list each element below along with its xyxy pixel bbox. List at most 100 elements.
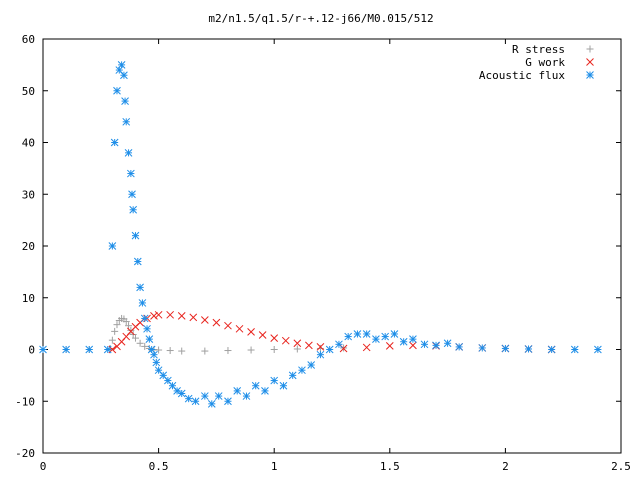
y-tick-label: 10 (22, 292, 35, 305)
legend-marker (586, 58, 594, 66)
r-stress-point (111, 327, 119, 335)
acoustic-flux-point (362, 330, 371, 338)
chart-title: m2/n1.5/q1.5/r-+.12-j66/M0.015/512 (208, 12, 433, 25)
acoustic-flux-point (214, 392, 223, 400)
acoustic-flux-point (136, 283, 144, 292)
g-work-point (293, 339, 302, 348)
acoustic-flux-point (108, 242, 117, 250)
r-stress-point (108, 336, 116, 344)
acoustic-flux-point (120, 71, 128, 80)
acoustic-flux-point (143, 324, 151, 333)
acoustic-flux-point (191, 397, 200, 406)
acoustic-flux-point (207, 399, 216, 408)
acoustic-flux-point (279, 381, 288, 390)
acoustic-flux-point (316, 350, 325, 359)
x-tick-label: 2 (502, 460, 509, 473)
g-work-point (177, 312, 186, 320)
x-tick-label: 0 (40, 460, 47, 473)
acoustic-flux-point (547, 345, 556, 354)
acoustic-flux-point (335, 340, 343, 349)
acoustic-flux-point (145, 335, 154, 344)
acoustic-flux-point (117, 61, 126, 69)
acoustic-flux-point (372, 335, 380, 344)
y-tick-label: 50 (22, 85, 35, 98)
x-tick-label: 0.5 (149, 460, 169, 473)
y-tick-label: 60 (22, 33, 35, 46)
g-work-point (281, 336, 290, 345)
acoustic-flux-point (420, 340, 429, 349)
g-work-point (235, 324, 244, 333)
acoustic-flux-point (307, 361, 316, 369)
series-acoustic-flux (39, 61, 602, 408)
y-tick-label: 0 (28, 344, 35, 357)
acoustic-flux-point (224, 397, 232, 406)
acoustic-flux-point (62, 345, 70, 354)
g-work-point (258, 331, 267, 339)
g-work-point (154, 310, 163, 319)
acoustic-flux-point (381, 332, 390, 341)
acoustic-flux-point (288, 371, 297, 380)
legend-label: Acoustic flux (479, 69, 565, 82)
r-stress-point (224, 347, 232, 355)
acoustic-flux-point (325, 345, 334, 354)
plot-frame (42, 38, 622, 454)
g-work-point (189, 313, 198, 322)
acoustic-flux-point (478, 344, 487, 352)
acoustic-flux-point (103, 345, 112, 354)
r-stress-point (270, 346, 278, 353)
acoustic-flux-point (261, 387, 269, 395)
acoustic-flux-point (39, 345, 47, 354)
r-stress-point (127, 326, 135, 334)
acoustic-flux-point (124, 148, 133, 157)
marks (39, 61, 602, 408)
legend-label: G work (525, 56, 565, 69)
acoustic-flux-point (128, 190, 136, 199)
acoustic-flux-point (131, 231, 140, 240)
g-work-point (316, 343, 325, 351)
acoustic-flux-point (233, 387, 242, 395)
acoustic-flux-point (353, 330, 362, 338)
acoustic-flux-point (455, 343, 464, 351)
acoustic-flux-point (152, 358, 161, 367)
acoustic-flux-point (138, 299, 147, 307)
acoustic-flux-point (150, 350, 158, 359)
acoustic-flux-point (127, 169, 135, 178)
acoustic-flux-point (524, 345, 533, 353)
r-stress-point (247, 346, 255, 354)
x-tick-label: 1.5 (380, 460, 400, 473)
g-work-point (200, 316, 209, 324)
acoustic-flux-point (85, 345, 94, 354)
legend-label: R stress (512, 43, 565, 56)
g-work-point (385, 342, 394, 350)
acoustic-flux-point (129, 205, 138, 214)
r-stress-point (201, 347, 209, 355)
acoustic-flux-point (443, 339, 452, 348)
axes: -20 -10 0 10 20 30 40 50 60 0 0.5 1 1.5 2 2.5 (15, 33, 631, 473)
r-stress-point (113, 321, 121, 329)
acoustic-flux-point (390, 330, 399, 338)
r-stress-point (125, 322, 133, 330)
r-stress-point (155, 346, 163, 354)
g-work-point (247, 328, 255, 336)
g-work-point (212, 318, 221, 327)
r-stress-point (316, 344, 324, 352)
acoustic-flux-point (594, 345, 602, 354)
acoustic-flux-point (344, 332, 353, 341)
acoustic-flux-point (184, 394, 193, 403)
x-tick-label: 2.5 (611, 460, 631, 473)
legend-marker (586, 71, 594, 79)
y-tick-label: -10 (15, 395, 35, 408)
y-tick-label: 20 (22, 240, 35, 253)
acoustic-flux-point (133, 257, 142, 266)
g-work-point (409, 341, 417, 350)
series-r-stress (39, 314, 348, 355)
acoustic-flux-point (121, 97, 129, 105)
r-stress-point (141, 342, 149, 350)
g-work-point (305, 341, 313, 350)
y-tick-label: 40 (22, 137, 35, 150)
r-stress-point (178, 347, 186, 355)
y-tick-label: -20 (15, 447, 35, 460)
acoustic-flux-point (501, 344, 510, 353)
acoustic-flux-point (270, 376, 279, 385)
